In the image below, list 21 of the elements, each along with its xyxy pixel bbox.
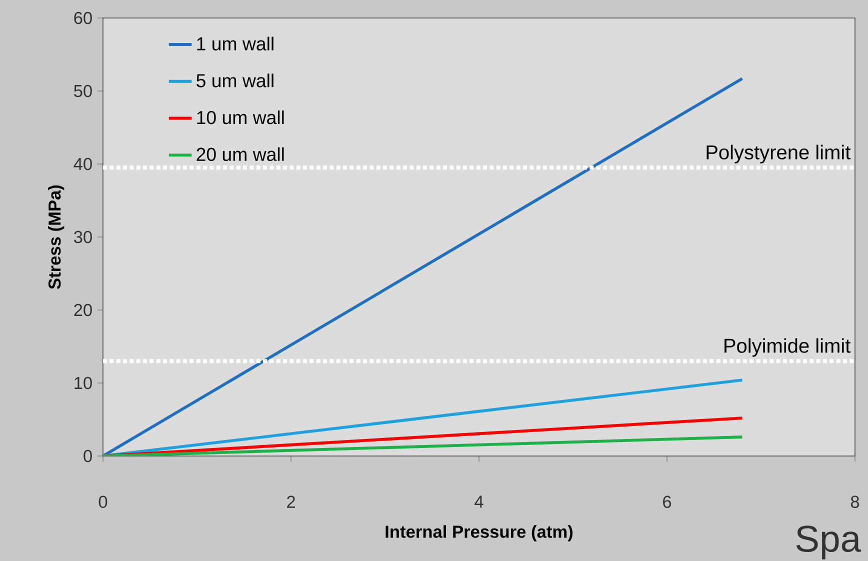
x-tick-label: 2: [287, 496, 295, 508]
ref-line-label: Polyimide limit: [724, 338, 851, 357]
y-tick-label: 10: [74, 376, 92, 390]
legend-label: 20 um wall: [196, 147, 284, 162]
legend-label: 10 um wall: [197, 110, 284, 124]
x-tick-label: 0: [98, 496, 108, 508]
y-tick-label: 20: [74, 304, 92, 316]
y-tick-label: 50: [74, 84, 92, 98]
legend-label: 1 um wall: [197, 36, 274, 50]
y-tick-label: 0: [84, 450, 92, 462]
legend-label: 5 um wall: [196, 74, 274, 88]
x-axis-title: Internal Pressure (atm): [386, 525, 573, 542]
y-tick-label: 60: [74, 12, 92, 24]
y-tick-label: 40: [74, 158, 92, 170]
text: Spa: [796, 526, 862, 560]
ref-line-label: Polystyrene limit: [706, 144, 851, 164]
x-tick-label: 8: [850, 496, 860, 508]
y-tick-label: 30: [74, 230, 92, 244]
x-tick-label: 4: [474, 496, 484, 508]
x-tick-label: 6: [663, 496, 672, 508]
y-axis-title: Stress (MPa): [48, 185, 64, 289]
